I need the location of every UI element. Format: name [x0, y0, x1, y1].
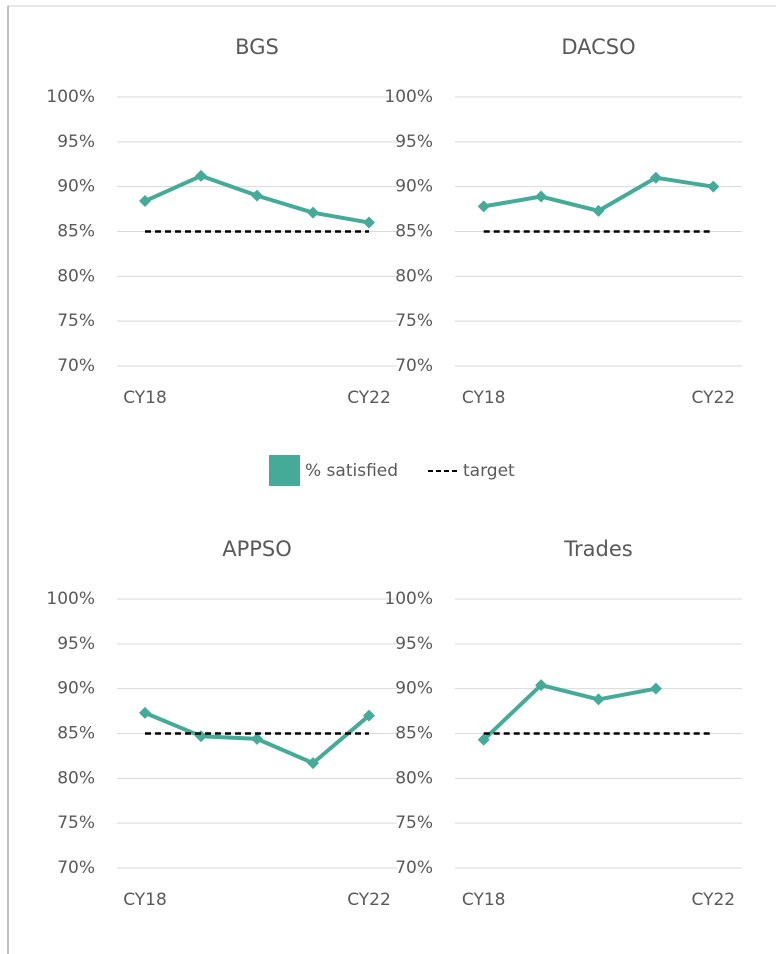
y-tick-label: 85% [57, 724, 95, 744]
point-marker [251, 189, 263, 202]
y-tick-label: 70% [57, 356, 95, 376]
point-marker [363, 216, 375, 229]
y-tick-label: 75% [395, 311, 433, 331]
legend-label: % satisfied [305, 461, 398, 481]
y-tick-label: 95% [395, 132, 433, 152]
y-tick-label: 75% [395, 813, 433, 833]
point-marker [307, 206, 319, 219]
x-tick-label: CY18 [123, 388, 167, 408]
y-tick-label: 100% [46, 87, 95, 107]
chart-title: APPSO [222, 537, 292, 561]
y-tick-label: 80% [57, 266, 95, 286]
point-marker [649, 171, 662, 184]
x-tick-label: CY18 [123, 890, 167, 910]
point-marker [139, 706, 151, 719]
y-tick-label: 70% [395, 858, 433, 878]
point-marker [535, 190, 548, 203]
point-marker [649, 682, 662, 695]
point-marker [592, 693, 605, 706]
y-tick-label: 75% [57, 311, 95, 331]
y-tick-label: 90% [395, 679, 433, 699]
y-tick-label: 75% [57, 813, 95, 833]
point-marker [477, 200, 490, 213]
legend-label: target [463, 461, 515, 481]
chart-title: Trades [563, 537, 632, 561]
y-tick-label: 100% [384, 87, 433, 107]
y-tick-label: 85% [395, 222, 433, 242]
x-tick-label: CY18 [462, 388, 506, 408]
x-tick-label: CY22 [347, 890, 391, 910]
chart-title: DACSO [561, 35, 635, 59]
y-tick-label: 90% [57, 679, 95, 699]
point-marker [195, 730, 207, 743]
point-marker [307, 757, 319, 770]
y-tick-label: 80% [395, 266, 433, 286]
y-tick-label: 90% [395, 177, 433, 197]
y-tick-label: 100% [384, 589, 433, 609]
point-marker [363, 709, 375, 722]
point-marker [195, 169, 207, 182]
point-marker [592, 204, 605, 217]
y-tick-label: 85% [57, 222, 95, 242]
series-line [482, 683, 657, 742]
point-marker [139, 195, 151, 208]
y-tick-label: 70% [395, 356, 433, 376]
point-marker [707, 180, 720, 193]
y-tick-label: 95% [57, 634, 95, 654]
x-tick-label: CY18 [462, 890, 506, 910]
x-tick-label: CY22 [692, 388, 736, 408]
y-tick-label: 95% [395, 634, 433, 654]
x-tick-label: CY22 [347, 388, 391, 408]
chart-title: BGS [235, 35, 279, 59]
legend-swatch [269, 455, 300, 486]
y-tick-label: 80% [57, 768, 95, 788]
y-tick-label: 70% [57, 858, 95, 878]
point-marker [477, 733, 490, 746]
y-tick-label: 95% [57, 132, 95, 152]
y-tick-label: 80% [395, 768, 433, 788]
y-tick-label: 100% [46, 589, 95, 609]
y-tick-label: 85% [395, 724, 433, 744]
point-marker [535, 679, 548, 692]
x-tick-label: CY22 [692, 890, 736, 910]
point-marker [251, 732, 263, 745]
y-tick-label: 90% [57, 177, 95, 197]
